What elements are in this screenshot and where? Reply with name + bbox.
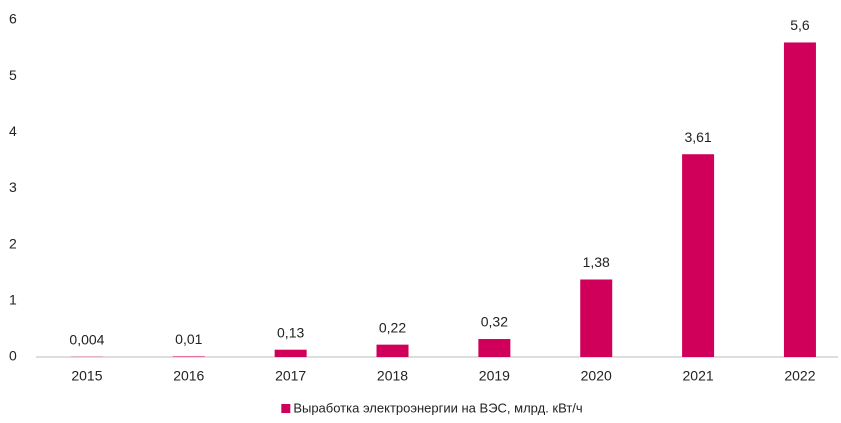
bar bbox=[173, 356, 205, 357]
value-label: 0,01 bbox=[175, 331, 202, 347]
bar bbox=[478, 339, 510, 357]
bar bbox=[377, 345, 409, 357]
y-tick-label: 1 bbox=[9, 292, 17, 308]
y-tick-label: 4 bbox=[9, 123, 17, 139]
value-label: 0,004 bbox=[69, 331, 104, 347]
y-tick-label: 2 bbox=[9, 235, 17, 251]
y-tick-label: 6 bbox=[9, 11, 17, 27]
value-label: 5,6 bbox=[790, 17, 810, 33]
bar bbox=[682, 154, 714, 357]
value-label: 0,13 bbox=[277, 324, 304, 340]
value-label: 0,22 bbox=[379, 319, 406, 335]
legend-label: Выработка электроэнергии на ВЭС, млрд. к… bbox=[293, 400, 582, 415]
bar bbox=[784, 42, 816, 357]
x-tick-label: 2018 bbox=[377, 368, 408, 384]
x-tick-label: 2015 bbox=[71, 368, 102, 384]
legend-swatch bbox=[281, 404, 290, 413]
x-tick-label: 2022 bbox=[784, 368, 815, 384]
bar bbox=[580, 279, 612, 357]
value-label: 0,32 bbox=[481, 314, 508, 330]
y-tick-label: 3 bbox=[9, 179, 17, 195]
bar bbox=[275, 350, 307, 357]
x-tick-label: 2016 bbox=[173, 368, 204, 384]
y-tick-label: 0 bbox=[9, 348, 17, 364]
x-tick-label: 2017 bbox=[275, 368, 306, 384]
x-tick-label: 2019 bbox=[479, 368, 510, 384]
x-tick-label: 2020 bbox=[581, 368, 612, 384]
y-tick-label: 5 bbox=[9, 67, 17, 83]
x-tick-label: 2021 bbox=[683, 368, 714, 384]
value-label: 3,61 bbox=[684, 129, 711, 145]
value-label: 1,38 bbox=[583, 254, 610, 270]
